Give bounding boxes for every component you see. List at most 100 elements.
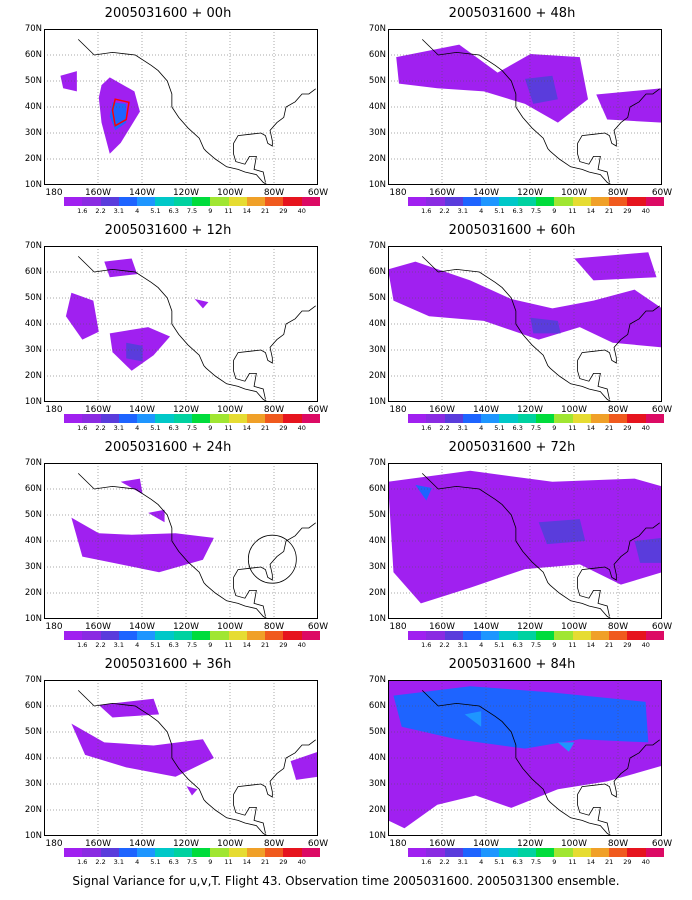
variance-contour	[186, 786, 198, 796]
colorbar-swatch	[64, 631, 83, 640]
colorbar-swatch	[283, 848, 302, 857]
map-panel: 2005031600 + 12h 70N 60N 50N 40N 30N 20N 10N 180…	[8, 223, 348, 438]
colorbar-swatch	[408, 848, 427, 857]
lon-tick-label: 180	[389, 839, 407, 849]
colorbar-swatch	[191, 414, 211, 423]
lon-tick-label: 180	[45, 405, 63, 415]
colorbar-swatch	[645, 631, 664, 640]
colorbar-label: 5.1	[494, 207, 505, 215]
colorbar-swatch	[462, 848, 482, 857]
colorbar-swatch	[590, 197, 610, 206]
map-panel: 2005031600 + 24h 70N 60N 50N 40N 30N 20N 10N 180…	[8, 440, 348, 655]
coastline	[233, 739, 316, 798]
coastline	[233, 360, 266, 400]
colorbar-label: 21	[605, 858, 614, 866]
coastline	[233, 577, 266, 617]
colorbar-label: 3.1	[113, 858, 125, 866]
colorbar-swatch	[265, 848, 284, 857]
lat-tick-label: 20N	[368, 588, 386, 598]
colorbar-swatch	[517, 848, 536, 857]
coastline	[77, 256, 269, 402]
colorbar-label: 5.1	[494, 641, 505, 649]
colorbar-label: 4	[135, 207, 140, 215]
coastline	[577, 577, 610, 617]
colorbar-swatch	[82, 414, 101, 423]
colorbar-swatch	[481, 848, 500, 857]
colorbar-swatch	[408, 631, 427, 640]
lat-tick-label: 60N	[24, 267, 42, 277]
map-frame	[388, 29, 662, 185]
variance-contour	[538, 519, 586, 545]
colorbar-label: 6.3	[512, 424, 523, 432]
colorbar	[64, 414, 320, 423]
lat-tick-label: 60N	[24, 701, 42, 711]
colorbar-label: 4	[479, 424, 484, 432]
lat-tick-label: 30N	[368, 128, 386, 138]
lon-tick-label: 160W	[428, 622, 456, 632]
lon-tick-label: 80W	[607, 622, 629, 632]
colorbar-swatch	[137, 631, 156, 640]
colorbar-swatch	[228, 631, 247, 640]
colorbar-label: 1.6	[77, 641, 88, 649]
lon-tick-label: 140W	[128, 622, 156, 632]
colorbar-swatch	[481, 197, 500, 206]
colorbar-label: 21	[261, 424, 270, 432]
colorbar-label: 21	[605, 641, 614, 649]
colorbar-label: 4	[135, 641, 140, 649]
colorbar-label: 40	[641, 207, 650, 215]
colorbar-swatch	[572, 848, 591, 857]
colorbar-swatch	[173, 414, 192, 423]
lon-tick-label: 140W	[472, 622, 500, 632]
lat-tick-label: 40N	[24, 536, 42, 546]
colorbar-swatch	[645, 197, 664, 206]
colorbar-swatch	[82, 848, 101, 857]
colorbar-label: 14	[242, 641, 251, 649]
colorbar-swatch	[228, 848, 247, 857]
colorbar-swatch	[301, 197, 320, 206]
lat-tick-label: 60N	[368, 484, 386, 494]
colorbar-swatch	[137, 414, 156, 423]
colorbar-swatch	[265, 414, 284, 423]
map-panel: 2005031600 + 72h 70N 60N 50N 40N 30N 20N 10N 180…	[352, 440, 692, 655]
colorbar-swatch	[118, 848, 138, 857]
colorbar-label: 7.5	[186, 424, 198, 432]
map-border	[44, 246, 318, 402]
colorbar-label: 21	[605, 207, 614, 215]
map-border	[388, 29, 662, 185]
colorbar-label: 40	[641, 424, 650, 432]
colorbar-label: 4	[135, 424, 140, 432]
colorbar-swatch	[155, 848, 174, 857]
coastline	[577, 739, 660, 798]
colorbar-label: 2.2	[439, 424, 450, 432]
colorbar-label: 9	[208, 641, 213, 649]
lat-tick-label: 30N	[368, 345, 386, 355]
colorbar-label: 21	[261, 207, 270, 215]
lat-tick-label: 10N	[368, 831, 386, 841]
coastline	[577, 360, 610, 400]
lon-tick-label: 60W	[651, 405, 673, 415]
colorbar-label: 29	[623, 207, 632, 215]
colorbar-swatch	[64, 848, 83, 857]
lat-tick-label: 10N	[24, 831, 42, 841]
lat-tick-label: 10N	[24, 614, 42, 624]
panel-title: 2005031600 + 60h	[448, 223, 576, 238]
coastline	[77, 690, 269, 836]
lat-tick-label: 50N	[24, 76, 42, 86]
coastline	[233, 305, 316, 364]
colorbar-swatch	[265, 197, 284, 206]
colorbar-swatch	[609, 631, 628, 640]
colorbar-swatch	[627, 631, 646, 640]
colorbar-swatch	[609, 848, 628, 857]
colorbar-swatch	[64, 414, 83, 423]
observation-circle	[247, 534, 297, 584]
lon-tick-label: 120W	[516, 405, 544, 415]
variance-contour	[464, 711, 482, 727]
colorbar-swatch	[210, 848, 229, 857]
variance-contour	[71, 723, 214, 777]
colorbar-label: 3.1	[457, 641, 469, 649]
lat-tick-label: 50N	[368, 76, 386, 86]
map-border	[388, 680, 662, 836]
colorbar-label: 14	[242, 858, 251, 866]
lat-tick-label: 20N	[24, 154, 42, 164]
colorbar-swatch	[228, 197, 247, 206]
